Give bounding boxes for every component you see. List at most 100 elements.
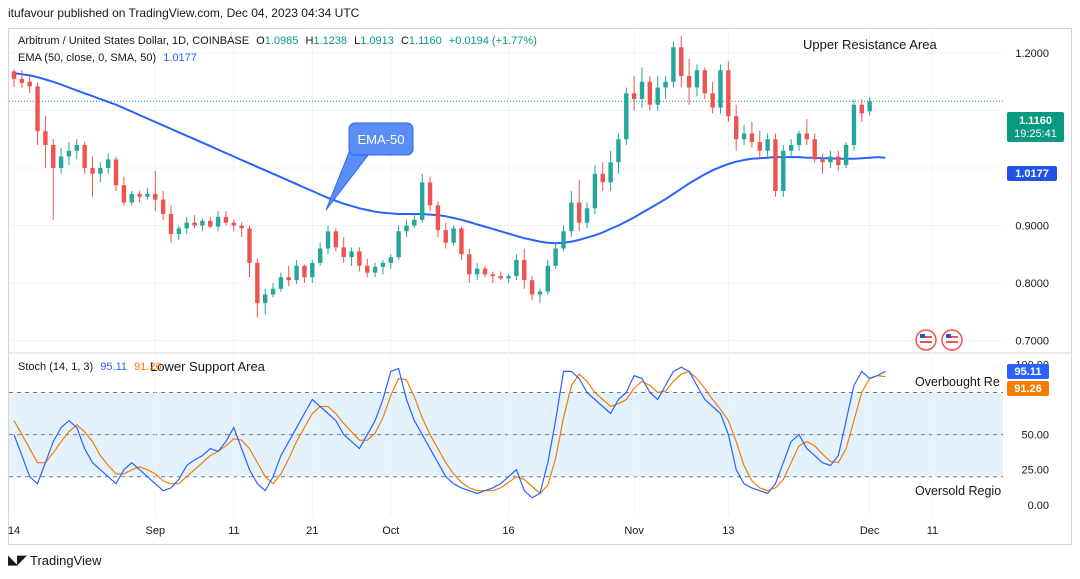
candle-body	[239, 225, 244, 229]
candle-body	[168, 214, 174, 235]
us-flag-icon	[941, 329, 963, 351]
candle	[19, 70, 25, 88]
candle	[522, 248, 527, 289]
footer-brand: TradingView	[30, 553, 102, 568]
candle	[27, 74, 32, 94]
candle	[231, 219, 236, 232]
candle	[655, 76, 660, 111]
low-value: 1.0913	[360, 35, 394, 47]
candle-body	[608, 162, 613, 183]
candle-body	[545, 265, 550, 292]
candle	[113, 156, 119, 191]
time-tick-label: Oct	[382, 525, 399, 537]
candle-body	[474, 268, 480, 275]
candle-body	[851, 104, 857, 145]
time-tick-label: 13	[722, 525, 734, 537]
ema-badge-value: 1.0177	[1015, 168, 1049, 180]
candle-body	[35, 86, 40, 132]
high-label: H	[305, 35, 314, 47]
candle-body	[263, 294, 268, 304]
stoch-d-badge: 91.26	[1007, 381, 1049, 396]
candle-body	[106, 159, 111, 168]
candle	[443, 222, 448, 249]
stoch-d-badge-bg	[1007, 381, 1049, 396]
candle	[608, 150, 613, 191]
candle-body	[66, 150, 72, 157]
us-flag-icon	[915, 329, 937, 351]
stoch-k-line	[13, 366, 886, 499]
flag-stripe	[946, 336, 958, 338]
candle-body	[420, 182, 425, 220]
open-label: O	[256, 35, 265, 47]
candle	[333, 228, 339, 252]
candle	[58, 147, 64, 174]
chart-frame[interactable]	[8, 28, 1072, 545]
candle	[129, 191, 134, 206]
ema-group	[13, 72, 886, 245]
candle-body	[812, 139, 817, 160]
ema-callout: EMA-50	[325, 122, 414, 211]
candle	[255, 258, 260, 318]
ema-callout-box	[348, 122, 414, 156]
candle-body	[51, 145, 56, 168]
oversold-label: Oversold Regio	[915, 484, 1001, 498]
candle-body	[317, 248, 323, 263]
candle	[310, 260, 315, 283]
candle	[317, 242, 323, 266]
ema-callout-label: EMA-50	[358, 132, 405, 147]
candle-body	[522, 260, 527, 281]
candle	[270, 283, 276, 298]
candle-body	[710, 93, 715, 108]
candle-body	[270, 288, 276, 295]
flag-canton	[946, 334, 951, 338]
candle	[82, 142, 87, 174]
ema-legend: EMA (50, close, 0, SMA, 50) 1.0177	[18, 52, 197, 64]
candle-body	[113, 159, 119, 186]
candle-body	[624, 93, 629, 140]
candle	[263, 288, 268, 315]
stoch-d-value: 91.26	[134, 361, 162, 373]
stoch-band-group	[9, 391, 1003, 478]
candle-body	[561, 231, 566, 249]
candle	[341, 237, 346, 263]
symbol-title: Arbitrum / United States Dollar, 1D, COI…	[18, 35, 250, 47]
price-legend: Arbitrum / United States Dollar, 1D, COI…	[18, 35, 537, 47]
candle-body	[333, 231, 339, 248]
flag-circle	[941, 329, 963, 351]
candle	[773, 133, 778, 197]
candle-body	[215, 216, 221, 227]
candle	[553, 242, 558, 269]
stoch-k-badge-value: 95.11	[1015, 366, 1042, 378]
candle-body	[349, 251, 354, 258]
candle	[624, 87, 629, 145]
candle-body	[82, 145, 87, 168]
time-tick-label: Dec	[860, 525, 880, 537]
upper-resistance-label: Upper Resistance Area	[803, 37, 937, 52]
flag-stripe	[920, 336, 932, 338]
candle-body	[372, 266, 378, 273]
candle-body	[412, 219, 417, 226]
candle	[726, 61, 731, 122]
candle	[435, 201, 441, 237]
stoch-tick-label: 25.00	[1021, 465, 1049, 477]
candle-body	[482, 268, 488, 275]
last-price-badge-bg	[1007, 112, 1064, 142]
candle-body	[467, 254, 472, 275]
price-tick-label: 0.7000	[1015, 336, 1049, 348]
flag-circle	[915, 329, 937, 351]
candle-body	[294, 265, 299, 281]
ema-callout-pointer	[325, 149, 374, 211]
candle-body	[765, 139, 770, 151]
candle-body	[843, 145, 849, 166]
candle-body	[584, 208, 590, 223]
candle-body	[663, 81, 668, 88]
stoch-legend-label: Stoch (14, 1, 3)	[18, 361, 94, 373]
candle	[710, 81, 715, 114]
candle-body	[553, 248, 558, 266]
candle-body	[302, 265, 307, 278]
publisher-header: itufavour published on TradingView.com, …	[8, 6, 360, 20]
candle	[404, 219, 409, 237]
candle-body	[569, 202, 574, 232]
candle-body	[74, 145, 79, 151]
